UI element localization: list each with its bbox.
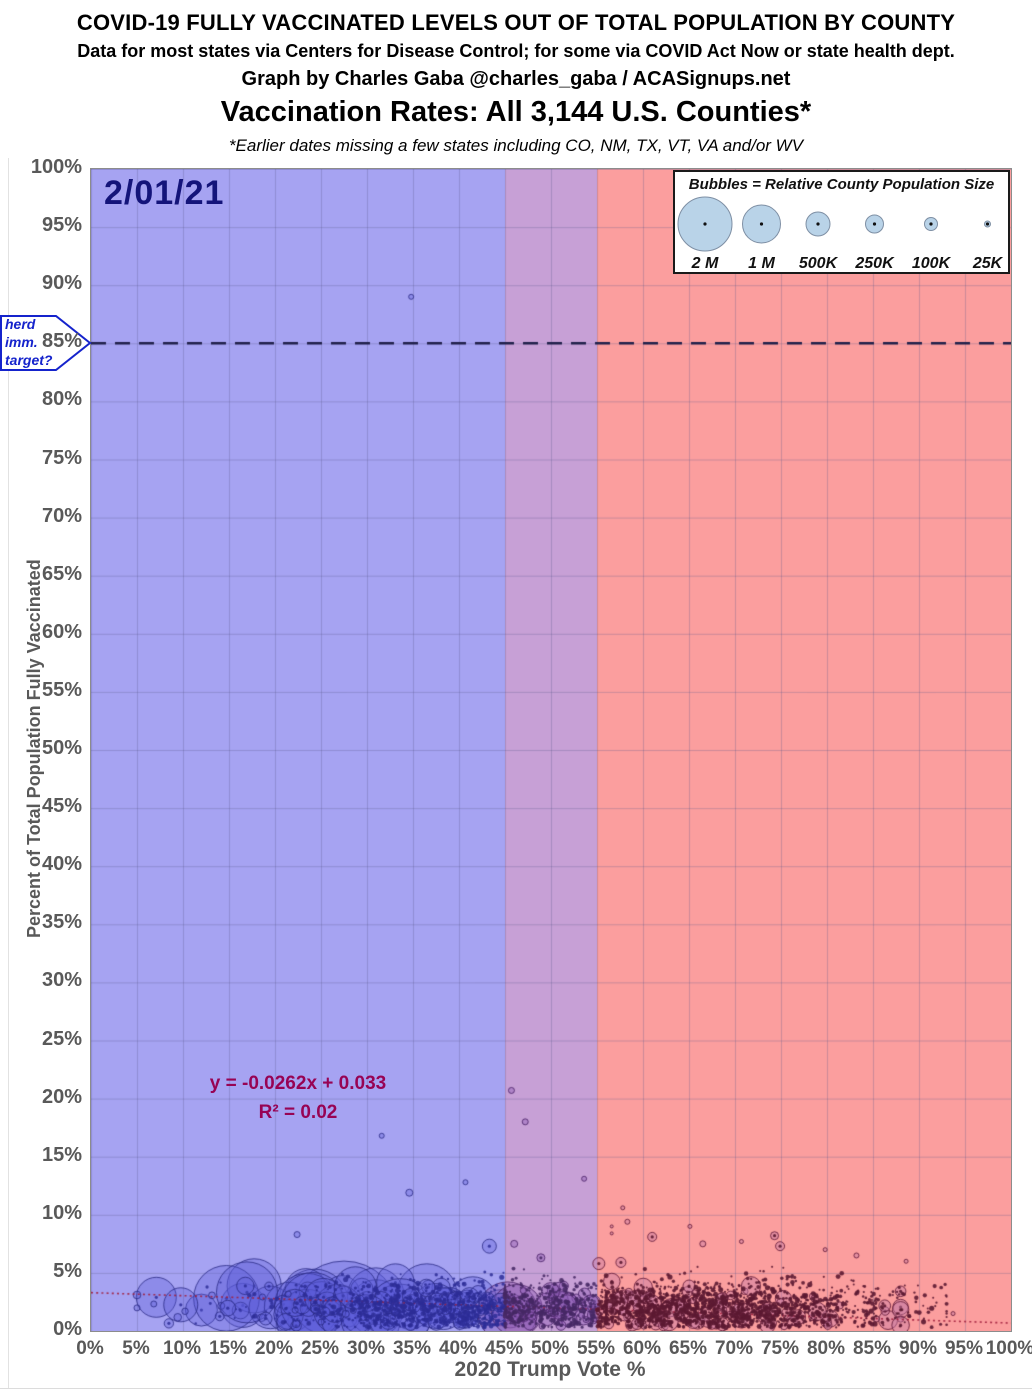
y-tick-label: 40% [41,853,82,876]
plot-area: 2/01/21 Bubbles = Relative County Popula… [90,168,1012,1332]
x-tick-label: 55% [576,1338,616,1359]
legend-bubble-center-dot [985,222,990,226]
y-tick-label: 45% [41,795,82,818]
chart-header: COVID-19 FULLY VACCINATED LEVELS OUT OF … [0,6,1032,156]
herd-callout-word-3: target? [5,352,53,368]
date-label: 2/01/21 [104,174,225,212]
y-tick-label: 10% [41,1201,82,1224]
herd-callout-shape [0,315,92,371]
y-tick-label: 15% [41,1143,82,1166]
x-tick-label: 80% [806,1338,846,1359]
herd-immunity-callout: herd imm. target? [0,315,92,371]
bottom-frame-rule [0,1388,1032,1389]
legend-bubble-center-dot [872,222,877,226]
herd-callout-word-1: herd [5,316,36,332]
y-tick-label: 0% [53,1318,82,1340]
x-tick-label: 65% [668,1338,708,1359]
y-tick-label: 25% [41,1027,82,1050]
y-tick-label: 95% [41,214,82,237]
y-tick-label: 90% [41,272,82,295]
x-tick-label: 10% [162,1338,202,1359]
legend-size-label: 500K [799,255,839,272]
y-tick-label: 65% [41,562,82,585]
x-tick-label: 85% [852,1338,892,1359]
legend-size-label: 1 M [748,255,775,272]
chart-title: Vaccination Rates: All 3,144 U.S. Counti… [220,96,812,128]
y-tick-label: 55% [41,678,82,701]
x-tick-label: 30% [346,1338,386,1359]
legend-bubble-center-dot [816,222,820,226]
footnote: *Earlier dates missing a few states incl… [228,136,804,155]
bubble-size-legend: Bubbles = Relative County Population Siz… [673,170,1010,274]
x-tick-label: 45% [484,1338,524,1359]
x-tick-label: 35% [392,1338,432,1359]
legend-size-label: 25K [972,255,1004,272]
x-tick-label: 50% [530,1338,570,1359]
x-tick-label: 75% [760,1338,800,1359]
legend-size-label: 250K [854,255,895,272]
x-tick-label: 5% [122,1338,150,1359]
legend-bubble-center-dot [703,222,707,226]
x-tick-label: 70% [714,1338,754,1359]
y-tick-label: 80% [41,388,82,411]
legend-size-label: 2 M [691,255,719,272]
x-axis-title: 2020 Trump Vote % [454,1358,646,1381]
attribution-line: Graph by Charles Gaba @charles_gaba / AC… [241,68,791,90]
y-tick-label: 5% [53,1259,82,1282]
legend-bubble-center-dot [929,222,933,226]
x-tick-label: 95% [944,1338,984,1359]
legend-bubble-center-dot [759,222,764,226]
x-tick-label: 15% [208,1338,248,1359]
y-tick-label: 100% [30,156,82,178]
x-tick-label: 100% [985,1338,1032,1359]
left-frame-rule [8,158,9,1388]
x-tick-label: 60% [622,1338,662,1359]
scatter-canvas [91,169,1011,1331]
y-tick-label: 60% [41,620,82,643]
x-tick-label: 20% [254,1338,294,1359]
legend-bubbles-graphic: 2 M 1 M 500K 250K 100K 25K [677,196,1004,272]
y-tick-label: 30% [41,969,82,992]
trend-r-squared: R² = 0.02 [258,1102,338,1123]
x-tick-label: 40% [438,1338,478,1359]
data-source-note: Data for most states via Centers for Dis… [77,41,955,61]
y-tick-label: 85% [41,330,82,353]
y-tick-label: 20% [41,1085,82,1108]
trend-equation: y = -0.0262x + 0.033 R² = 0.02 [188,1069,408,1127]
y-tick-label: 70% [41,504,82,527]
x-tick-label: 90% [898,1338,938,1359]
y-tick-label: 75% [41,446,82,469]
x-tick-label: 0% [76,1338,104,1359]
legend-size-label: 100K [912,255,952,272]
main-title: COVID-19 FULLY VACCINATED LEVELS OUT OF … [76,10,956,35]
legend-title: Bubbles = Relative County Population Siz… [688,176,995,193]
x-tick-label: 25% [300,1338,340,1359]
y-tick-label: 35% [41,911,82,934]
y-tick-label: 50% [41,737,82,759]
trend-equation-line: y = -0.0262x + 0.033 [209,1073,387,1094]
herd-callout-word-2: imm. [5,334,38,350]
